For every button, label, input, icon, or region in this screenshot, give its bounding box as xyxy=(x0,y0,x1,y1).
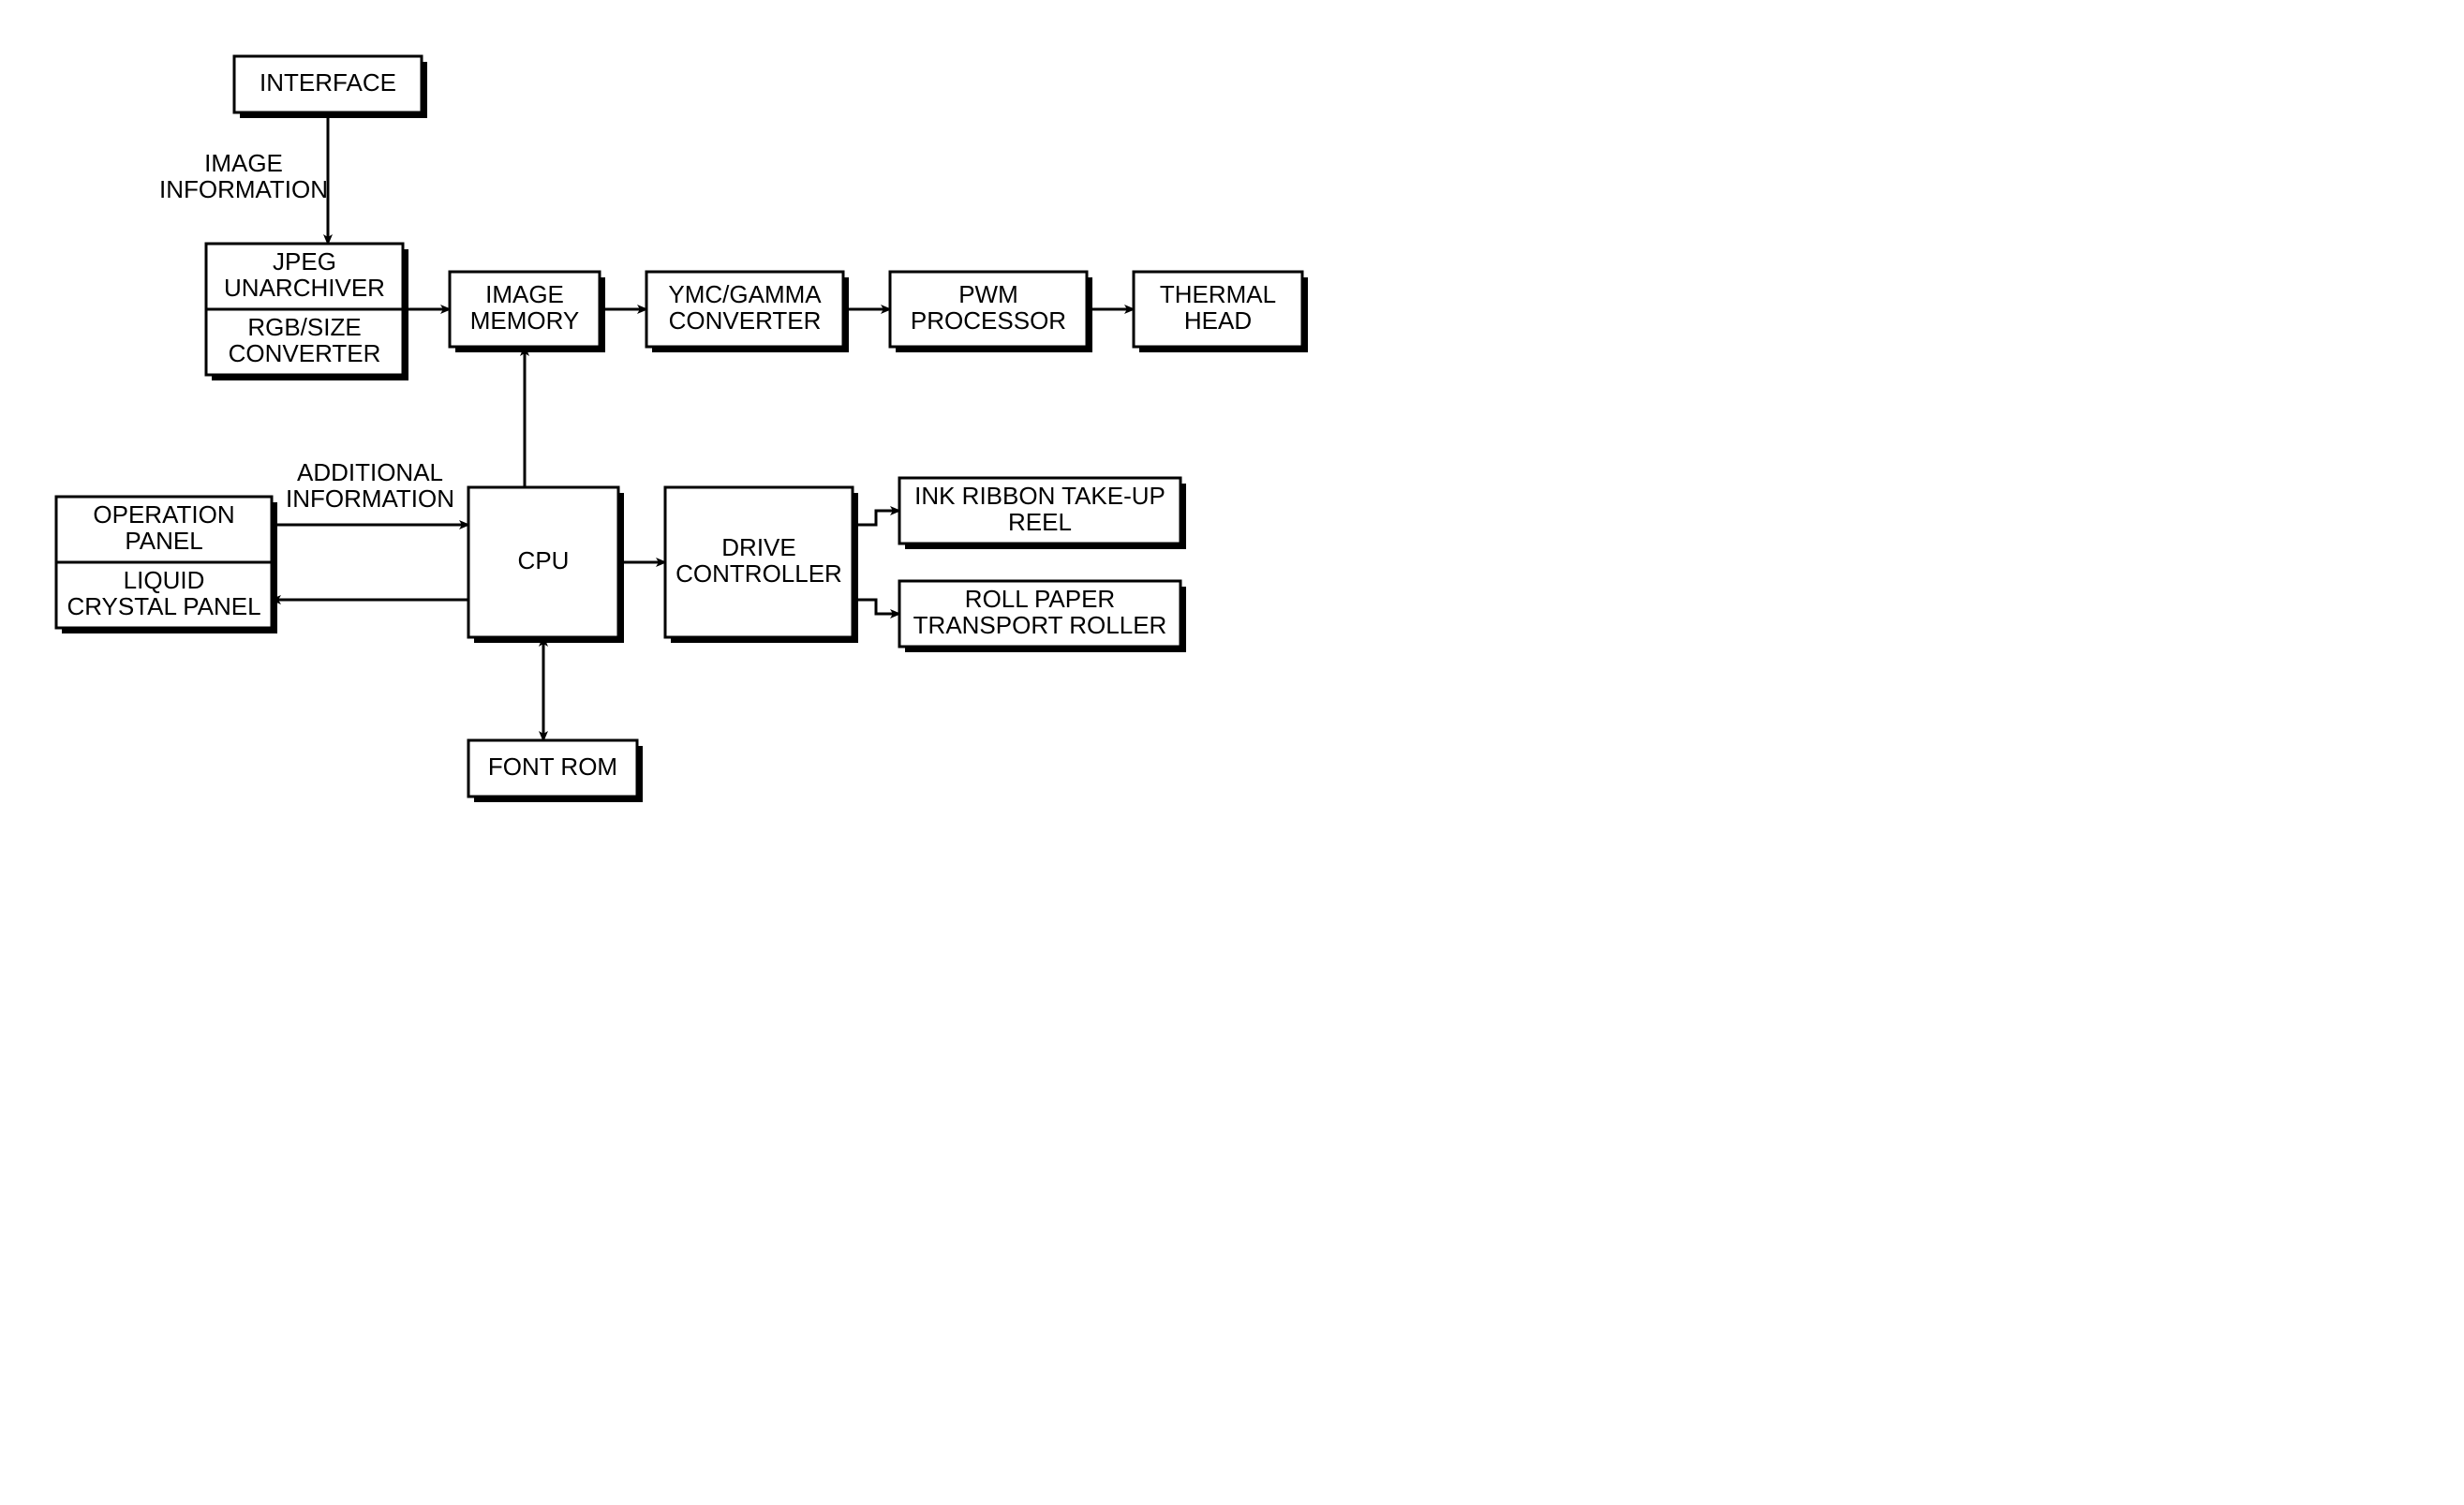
node-thermal: THERMALHEAD xyxy=(1134,272,1308,352)
node-label: CRYSTAL PANEL xyxy=(67,592,260,620)
node-ymc: YMC/GAMMACONVERTER xyxy=(646,272,849,352)
node-label: CPU xyxy=(518,546,570,574)
edge-interface-to-jpeg: IMAGEINFORMATION xyxy=(159,112,328,244)
node-label: ROLL PAPER xyxy=(965,585,1115,613)
node-rgb: RGB/SIZECONVERTER xyxy=(206,309,408,380)
node-roll_paper: ROLL PAPERTRANSPORT ROLLER xyxy=(899,581,1186,652)
node-label: OPERATION xyxy=(93,500,234,529)
node-label: UNARCHIVER xyxy=(224,274,385,302)
node-label: REEL xyxy=(1008,508,1072,536)
node-label: LIQUID xyxy=(124,566,205,594)
node-label: INK RIBBON TAKE-UP xyxy=(914,482,1165,510)
node-label: THERMAL xyxy=(1160,280,1276,308)
node-label: IMAGE xyxy=(485,280,564,308)
node-font_rom: FONT ROM xyxy=(468,740,643,802)
node-interface: INTERFACE xyxy=(234,56,427,118)
edge-op_panel-to-cpu: ADDITIONALINFORMATION xyxy=(272,458,468,525)
node-drive: DRIVECONTROLLER xyxy=(665,487,858,643)
node-label: JPEG xyxy=(273,247,336,276)
node-label: MEMORY xyxy=(470,306,580,335)
edge-label: IMAGE xyxy=(204,149,283,177)
node-ink_reel: INK RIBBON TAKE-UPREEL xyxy=(899,478,1186,549)
node-pwm: PWMPROCESSOR xyxy=(890,272,1092,352)
node-cpu: CPU xyxy=(468,487,624,643)
edge-drive-to-ink_reel xyxy=(853,511,899,525)
node-label: INTERFACE xyxy=(260,68,396,97)
node-label: PWM xyxy=(958,280,1018,308)
node-lcd_panel: LIQUIDCRYSTAL PANEL xyxy=(56,562,277,633)
node-image_mem: IMAGEMEMORY xyxy=(450,272,605,352)
node-label: RGB/SIZE xyxy=(247,313,361,341)
node-label: CONVERTER xyxy=(229,339,381,367)
node-label: CONTROLLER xyxy=(675,559,842,588)
node-op_panel: OPERATIONPANEL xyxy=(56,497,277,562)
node-label: CONVERTER xyxy=(669,306,822,335)
node-label: YMC/GAMMA xyxy=(668,280,822,308)
node-label: FONT ROM xyxy=(488,752,617,781)
block-diagram: IMAGEINFORMATIONADDITIONALINFORMATIONINT… xyxy=(0,0,1440,902)
node-label: PANEL xyxy=(125,527,202,555)
node-label: TRANSPORT ROLLER xyxy=(913,611,1167,639)
node-label: HEAD xyxy=(1184,306,1252,335)
edge-label: ADDITIONAL xyxy=(297,458,443,486)
node-jpeg: JPEGUNARCHIVER xyxy=(206,244,408,309)
edge-label: INFORMATION xyxy=(286,484,454,513)
edge-label: INFORMATION xyxy=(159,175,328,203)
edge-drive-to-roll_paper xyxy=(853,600,899,614)
node-label: PROCESSOR xyxy=(911,306,1066,335)
node-label: DRIVE xyxy=(721,533,795,561)
